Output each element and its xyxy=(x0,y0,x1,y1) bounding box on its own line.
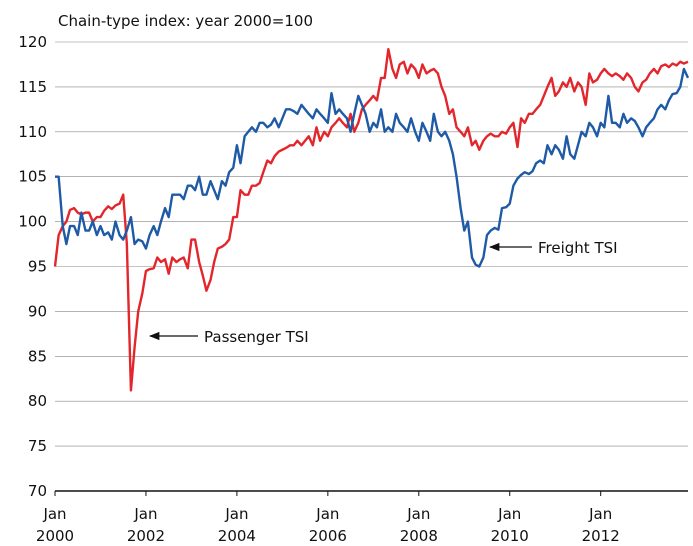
x-tick-label: Jan 2006 xyxy=(309,505,347,545)
y-tick-label: 105 xyxy=(18,168,47,186)
y-tick-label: 100 xyxy=(18,213,47,231)
x-tick-label: Jan 2010 xyxy=(491,505,529,545)
series-label: Passenger TSI xyxy=(204,328,309,346)
y-tick-label: 80 xyxy=(28,392,47,410)
axis-title: Chain-type index: year 2000=100 xyxy=(58,12,313,30)
y-tick-label: 115 xyxy=(18,78,47,96)
series-line xyxy=(55,67,690,268)
y-tick-label: 120 xyxy=(18,33,47,51)
y-tick-label: 75 xyxy=(28,437,47,455)
y-tick-label: 70 xyxy=(28,482,47,500)
x-tick-label: Jan 2000 xyxy=(36,505,74,545)
series-line xyxy=(53,47,689,392)
series-label: Freight TSI xyxy=(538,239,618,257)
x-tick-label: Jan 2002 xyxy=(127,505,165,545)
y-tick-label: 85 xyxy=(28,347,47,365)
y-tick-label: 90 xyxy=(28,302,47,320)
y-tick-label: 110 xyxy=(18,123,47,141)
x-tick-label: Jan 2012 xyxy=(582,505,620,545)
x-tick-label: Jan 2008 xyxy=(400,505,438,545)
y-tick-label: 95 xyxy=(28,258,47,276)
x-tick-label: Jan 2004 xyxy=(218,505,256,545)
